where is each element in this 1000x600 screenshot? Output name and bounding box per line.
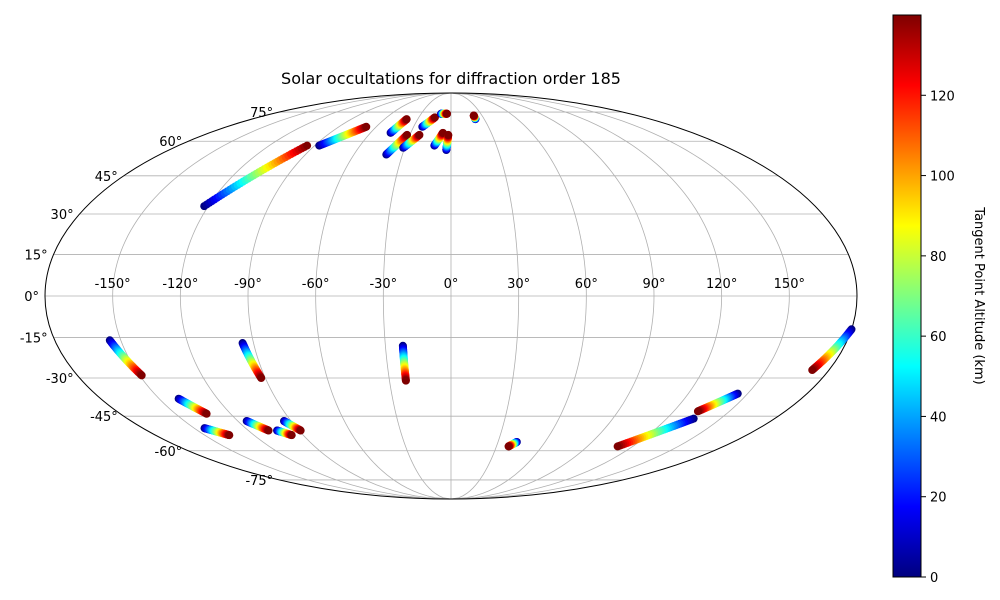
data-point xyxy=(401,376,410,385)
latitude-tick-label: -15° xyxy=(20,332,48,347)
occultation-track xyxy=(386,115,411,137)
colorbar-tick-label: 60 xyxy=(930,330,947,345)
colorbar xyxy=(892,14,922,578)
longitude-tick-label: 0° xyxy=(444,277,459,292)
occultation-track xyxy=(242,417,273,435)
data-point xyxy=(693,407,702,416)
latitude-tick-label: 60° xyxy=(159,135,182,150)
occultation-track xyxy=(418,113,439,131)
latitude-tick-label: -30° xyxy=(46,372,74,387)
longitude-tick-label: 60° xyxy=(575,277,598,292)
occultation-track xyxy=(279,417,305,435)
occultation-points xyxy=(105,109,856,451)
data-point xyxy=(137,371,146,380)
occultation-track xyxy=(442,130,453,155)
occultation-track xyxy=(273,426,296,440)
occultation-track xyxy=(808,325,856,375)
occultation-track xyxy=(382,130,412,159)
data-point xyxy=(430,113,439,122)
longitude-tick-label: -150° xyxy=(95,277,131,292)
colorbar-label: Tangent Point Altitude (km) xyxy=(971,206,986,384)
data-point xyxy=(264,426,273,435)
longitude-tick-label: -30° xyxy=(369,277,397,292)
latitude-tick-label: 15° xyxy=(25,248,48,263)
colorbar-ticks: 0 20 40 60 80 100 120 xyxy=(921,89,955,586)
latitude-tick-label: 75° xyxy=(250,106,273,121)
occultation-track xyxy=(105,336,146,380)
latitude-tick-label: -75° xyxy=(245,474,273,489)
occultation-track xyxy=(174,394,211,418)
occultation-track xyxy=(200,141,312,211)
latitude-tick-label: -60° xyxy=(155,445,183,460)
data-point xyxy=(287,431,296,440)
occultation-track xyxy=(399,130,424,152)
data-point xyxy=(202,409,211,418)
longitude-tick-label: -60° xyxy=(302,277,330,292)
data-point xyxy=(296,426,305,435)
longitude-tick-label: 150° xyxy=(774,277,805,292)
data-point xyxy=(808,366,817,375)
colorbar-tick-label: 120 xyxy=(930,89,955,104)
occultation-track xyxy=(504,437,521,451)
latitude-tick-label: -45° xyxy=(90,410,118,425)
data-point xyxy=(444,130,453,139)
data-point xyxy=(362,122,371,131)
colorbar-tick-label: 0 xyxy=(930,571,938,586)
map-outline xyxy=(44,92,858,500)
data-point xyxy=(469,111,478,120)
data-point xyxy=(225,431,234,440)
data-point xyxy=(403,130,412,139)
map-grid xyxy=(45,92,857,500)
occultation-track xyxy=(469,111,480,124)
data-point xyxy=(402,115,411,124)
data-point xyxy=(415,130,424,139)
occultation-track xyxy=(315,122,371,150)
longitude-tick-label: -90° xyxy=(234,277,262,292)
latitude-tick-labels: -75° -60° -45° -30° -15° 0° 15° 30° 45° 60° 75° xyxy=(20,106,273,489)
data-point xyxy=(504,442,513,451)
occultation-track xyxy=(437,109,452,118)
data-point xyxy=(303,141,312,150)
occultation-track xyxy=(200,424,234,440)
colorbar-tick-label: 40 xyxy=(930,410,947,425)
occultation-track xyxy=(430,128,447,150)
colorbar-tick-label: 100 xyxy=(930,170,955,185)
chart-title: Solar occultations for diffraction order… xyxy=(281,69,621,88)
latitude-tick-label: 45° xyxy=(95,170,118,185)
data-point xyxy=(613,442,622,451)
latitude-tick-label: 30° xyxy=(51,208,74,223)
longitude-tick-label: 90° xyxy=(642,277,665,292)
latitude-tick-label: 0° xyxy=(24,290,39,305)
occultation-track xyxy=(693,389,742,416)
longitude-tick-label: 30° xyxy=(507,277,530,292)
occultation-track xyxy=(613,414,698,451)
longitude-tick-label: -120° xyxy=(162,277,198,292)
occultation-track xyxy=(238,339,266,383)
data-point xyxy=(257,374,266,383)
longitude-tick-labels: -150° -120° -90° -60° -30° 0° 30° 60° 90° 120° 150… xyxy=(95,277,805,292)
data-point xyxy=(443,109,452,118)
colorbar-tick-label: 80 xyxy=(930,250,947,265)
colorbar-tick-label: 20 xyxy=(930,491,947,506)
longitude-tick-label: 120° xyxy=(706,277,737,292)
occultation-track xyxy=(398,341,410,385)
